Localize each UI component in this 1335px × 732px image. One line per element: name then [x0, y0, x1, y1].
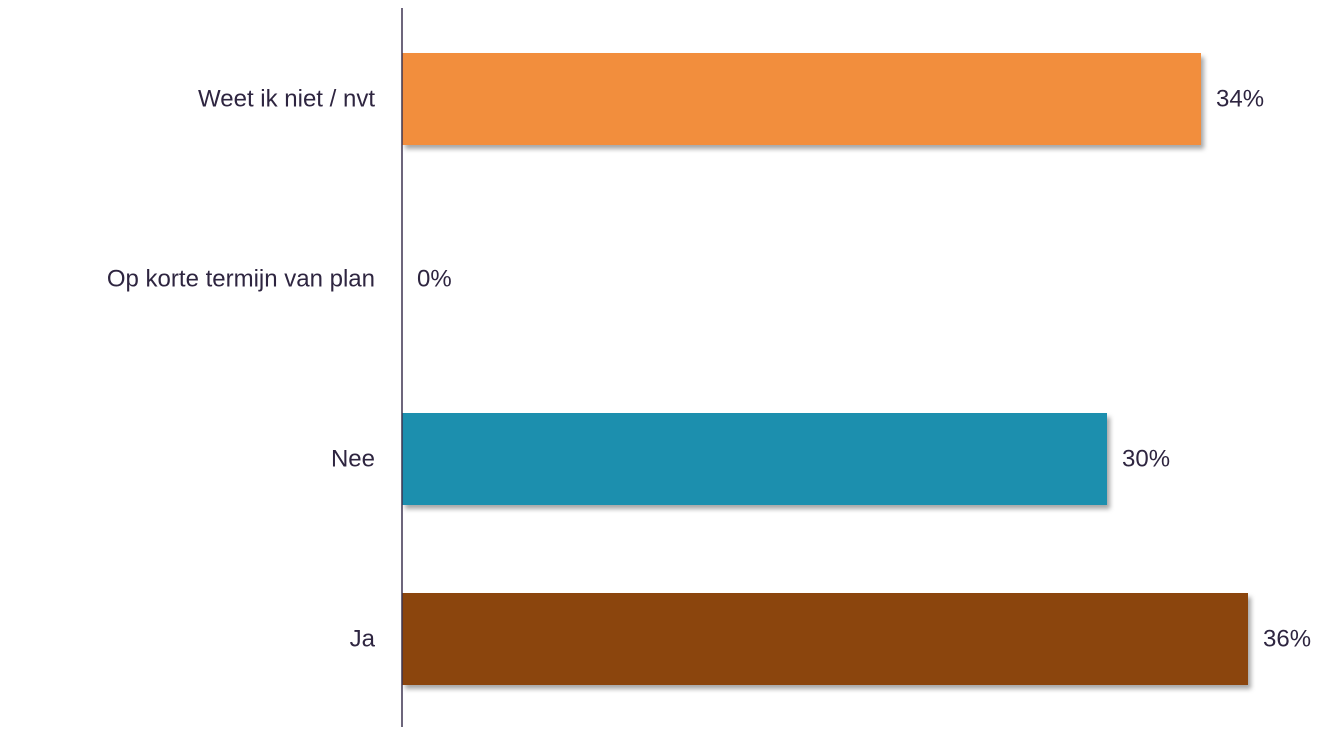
value-label-3: 36%: [1263, 626, 1311, 653]
bar-2: [402, 413, 1107, 505]
bar-0: [402, 53, 1201, 145]
category-label-0: Weet ik niet / nvt: [198, 86, 375, 113]
bar-3: [402, 593, 1248, 685]
category-label-1: Op korte termijn van plan: [107, 266, 375, 293]
category-label-3: Ja: [350, 626, 376, 653]
value-label-2: 30%: [1122, 446, 1170, 473]
value-label-0: 34%: [1216, 86, 1264, 113]
category-label-2: Nee: [331, 446, 375, 473]
value-label-1: 0%: [417, 266, 452, 293]
